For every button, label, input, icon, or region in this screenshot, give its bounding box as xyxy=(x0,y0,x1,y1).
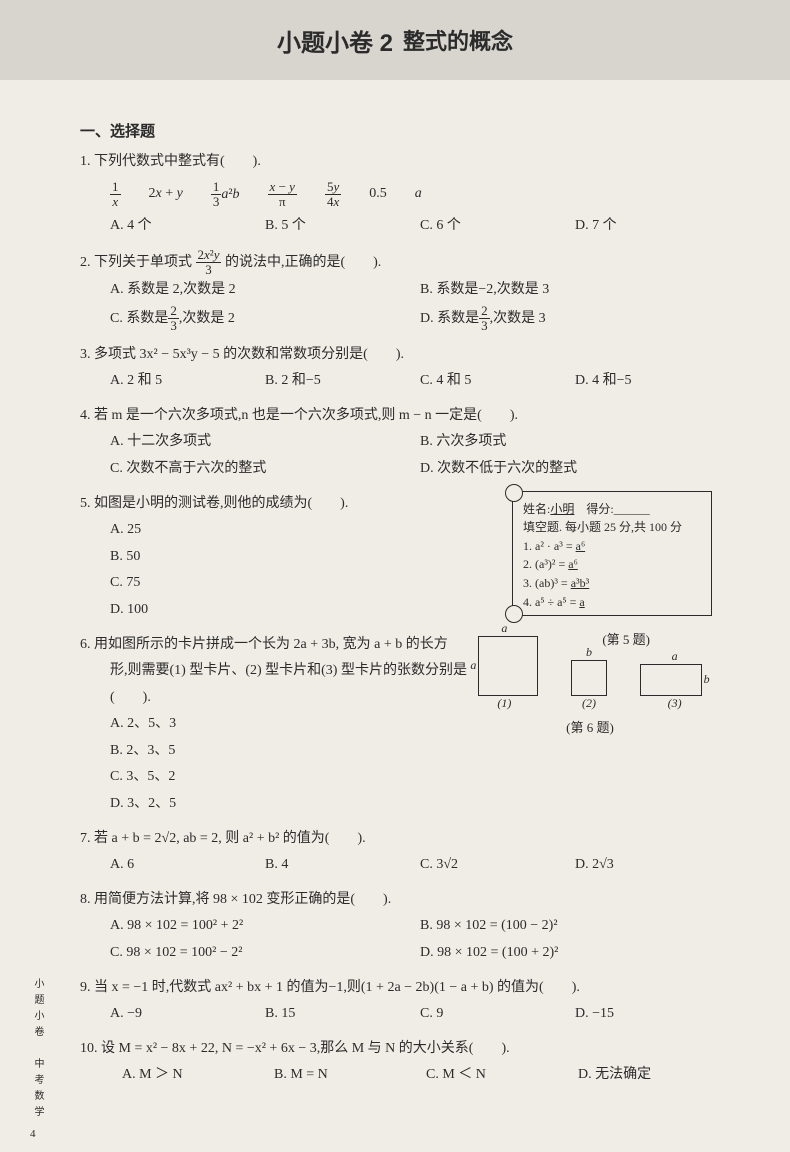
title-bar: 小题小卷 2 整式的概念 xyxy=(0,0,790,80)
section-heading: 一、选择题 xyxy=(80,120,730,141)
q2-B: B. 系数是−2,次数是 3 xyxy=(420,277,730,304)
q6-D: D. 3、2、5 xyxy=(110,791,730,818)
question-8: 8. 用简便方法计算,将 98 × 102 变形正确的是( ). A. 98 ×… xyxy=(80,887,730,967)
q3-A: A. 2 和 5 xyxy=(110,368,265,395)
q8-stem: 8. 用简便方法计算,将 98 × 102 变形正确的是( ). xyxy=(80,887,730,914)
q10-A: A. M ＞ N xyxy=(122,1062,274,1089)
q6-C: C. 3、5、2 xyxy=(110,764,730,791)
q10-C: C. M ＜ N xyxy=(426,1062,578,1089)
q7-A: A. 6 xyxy=(110,852,265,879)
q9-D: D. −15 xyxy=(575,1001,730,1028)
q5-q6-block: 5. 如图是小明的测试卷,则他的成绩为( ). A. 25 B. 50 C. 7… xyxy=(80,491,730,818)
q7-stem: 7. 若 a + b = 2√2, ab = 2, 则 a² + b² 的值为(… xyxy=(80,826,730,853)
q4-D: D. 次数不低于六次的整式 xyxy=(420,456,730,483)
q5-figure-box: 姓名:小明 得分:______ 填空题. 每小题 25 分,共 100 分 1.… xyxy=(512,491,712,616)
question-2: 2. 下列关于单项式 2x²y3 的说法中,正确的是( ). A. 系数是 2,… xyxy=(80,248,730,334)
question-10: 10. 设 M = x² − 8x + 22, N = −x² + 6x − 3… xyxy=(80,1036,730,1089)
q1-C: C. 6 个 xyxy=(420,213,575,240)
q2-C: C. 系数是23,次数是 2 xyxy=(110,304,420,334)
question-9: 9. 当 x = −1 时,代数式 ax² + bx + 1 的值为−1,则(1… xyxy=(80,975,730,1028)
q8-C: C. 98 × 102 = 100² − 2² xyxy=(110,940,420,967)
page-number: 4 xyxy=(30,1128,36,1140)
q1-expressions: 1x 2x + y 13a²b x − yπ 5y4x 0.5 a xyxy=(80,180,730,210)
q2-stem: 2. 下列关于单项式 2x²y3 的说法中,正确的是( ). xyxy=(80,248,730,278)
q9-B: B. 15 xyxy=(265,1001,420,1028)
q1-B: B. 5 个 xyxy=(265,213,420,240)
q2-D: D. 系数是23,次数是 3 xyxy=(420,304,730,334)
side-label: 小题小卷 中考数学 xyxy=(30,978,45,1122)
q7-B: B. 4 xyxy=(265,852,420,879)
q8-B: B. 98 × 102 = (100 − 2)² xyxy=(420,913,730,940)
q7-D: D. 2√3 xyxy=(575,852,730,879)
q3-C: C. 4 和 5 xyxy=(420,368,575,395)
question-1: 1. 下列代数式中整式有( ). 1x 2x + y 13a²b x − yπ … xyxy=(80,149,730,240)
question-4: 4. 若 m 是一个六次多项式,n 也是一个六次多项式,则 m − n 一定是(… xyxy=(80,403,730,483)
q8-D: D. 98 × 102 = (100 + 2)² xyxy=(420,940,730,967)
q6-figure: a a (1) b (2) a b (3) (第 6 题) xyxy=(460,621,720,736)
q1-A: A. 4 个 xyxy=(110,213,265,240)
q3-D: D. 4 和−5 xyxy=(575,368,730,395)
question-7: 7. 若 a + b = 2√2, ab = 2, 则 a² + b² 的值为(… xyxy=(80,826,730,879)
q7-C: C. 3√2 xyxy=(420,852,575,879)
title-sub: 整式的概念 xyxy=(403,24,513,56)
q10-stem: 10. 设 M = x² − 8x + 22, N = −x² + 6x − 3… xyxy=(80,1036,730,1063)
q1-stem: 1. 下列代数式中整式有( ). xyxy=(80,149,730,176)
q6-B: B. 2、3、5 xyxy=(110,738,730,765)
q2-A: A. 系数是 2,次数是 2 xyxy=(110,277,420,304)
q6-caption: (第 6 题) xyxy=(460,717,720,736)
content: 一、选择题 1. 下列代数式中整式有( ). 1x 2x + y 13a²b x… xyxy=(0,80,790,1117)
q4-A: A. 十二次多项式 xyxy=(110,429,420,456)
q4-stem: 4. 若 m 是一个六次多项式,n 也是一个六次多项式,则 m − n 一定是(… xyxy=(80,403,730,430)
q3-stem: 3. 多项式 3x² − 5x³y − 5 的次数和常数项分别是( ). xyxy=(80,342,730,369)
q10-B: B. M = N xyxy=(274,1062,426,1089)
q3-B: B. 2 和−5 xyxy=(265,368,420,395)
q4-B: B. 六次多项式 xyxy=(420,429,730,456)
q9-C: C. 9 xyxy=(420,1001,575,1028)
q4-C: C. 次数不高于六次的整式 xyxy=(110,456,420,483)
q9-A: A. −9 xyxy=(110,1001,265,1028)
q1-D: D. 7 个 xyxy=(575,213,730,240)
q8-A: A. 98 × 102 = 100² + 2² xyxy=(110,913,420,940)
title-bold: 小题小卷 2 xyxy=(277,23,393,58)
question-3: 3. 多项式 3x² − 5x³y − 5 的次数和常数项分别是( ). A. … xyxy=(80,342,730,395)
q10-D: D. 无法确定 xyxy=(578,1062,730,1089)
q9-stem: 9. 当 x = −1 时,代数式 ax² + bx + 1 的值为−1,则(1… xyxy=(80,975,730,1002)
